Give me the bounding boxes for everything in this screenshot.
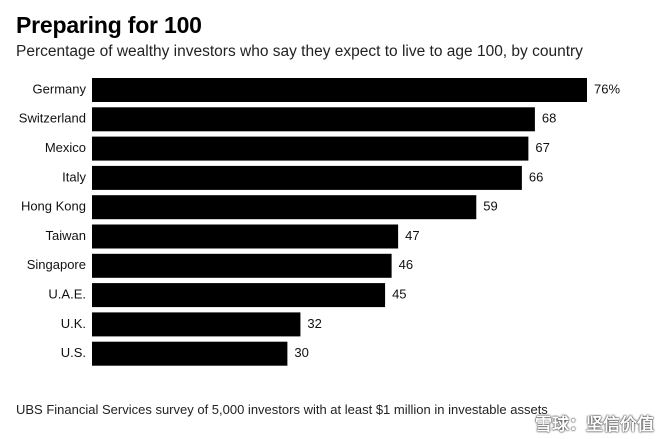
value-label-taiwan: 47	[405, 228, 419, 243]
bar-switzerland	[92, 107, 535, 132]
chart-title: Preparing for 100	[16, 12, 202, 38]
category-label-mexico: Mexico	[45, 140, 86, 155]
value-label-mexico: 67	[535, 140, 549, 155]
category-label-switzerland: Switzerland	[19, 111, 86, 126]
category-label-singapore: Singapore	[27, 257, 86, 272]
value-label-u-k: 32	[307, 316, 321, 331]
chart-subtitle: Percentage of wealthy investors who say …	[16, 43, 583, 60]
value-label-switzerland: 68	[542, 111, 556, 126]
bar-u-k	[92, 312, 301, 337]
bar-italy	[92, 165, 522, 190]
value-label-hong-kong: 59	[483, 199, 497, 214]
source-note: UBS Financial Services survey of 5,000 i…	[16, 402, 548, 417]
category-label-italy: Italy	[62, 169, 86, 184]
bar-mexico	[92, 136, 529, 161]
bar-u-s	[92, 341, 288, 366]
bar-hong-kong	[92, 195, 477, 220]
category-label-hong-kong: Hong Kong	[21, 199, 86, 214]
value-label-germany: 76%	[594, 81, 620, 96]
category-label-germany: Germany	[33, 81, 87, 96]
value-label-u-a-e: 45	[392, 287, 406, 302]
watermark-text: 雪球：坚信价值	[535, 415, 654, 434]
bar-chart: Germany 76% Switzerland 68 Mexico 67 Italy 66 Ho…	[19, 78, 620, 366]
bar-germany	[92, 78, 587, 102]
category-label-u-s: U.S.	[61, 345, 86, 360]
category-label-taiwan: Taiwan	[46, 228, 86, 243]
bar-singapore	[92, 253, 392, 278]
value-label-u-s: 30	[294, 345, 308, 360]
category-label-u-k: U.K.	[61, 316, 86, 331]
category-label-u-a-e: U.A.E.	[48, 287, 86, 302]
value-label-italy: 66	[529, 169, 543, 184]
bar-u-a-e	[92, 283, 386, 308]
value-label-singapore: 46	[399, 257, 413, 272]
bar-taiwan	[92, 224, 399, 249]
